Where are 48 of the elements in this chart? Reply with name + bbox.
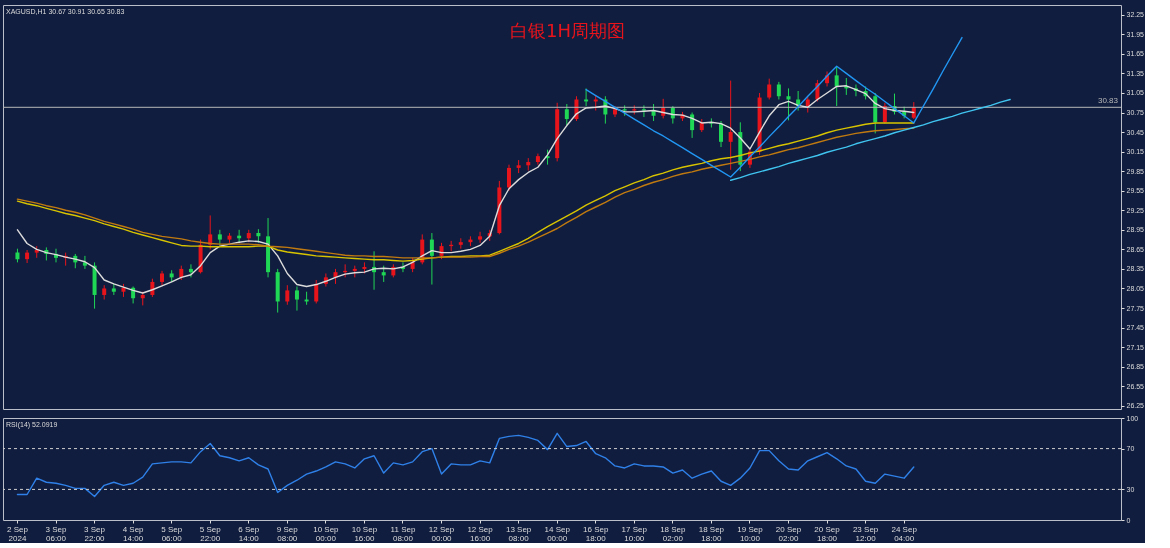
- x-tick-label: 11 Sep 08:00: [390, 524, 416, 543]
- ref-line-label: 30.83: [1097, 96, 1119, 106]
- line-series: [729, 98, 1011, 181]
- x-tick-label: 10 Sep 00:00: [313, 524, 340, 543]
- x-tick-label: 3 Sep 06:00: [45, 524, 68, 543]
- candlestick: [728, 80, 733, 171]
- x-tick-label: 20 Sep 18:00: [814, 524, 841, 543]
- x-tick-label: 4 Sep 14:00: [122, 524, 145, 543]
- candlestick: [584, 87, 589, 107]
- candlestick: [786, 87, 791, 121]
- candlestick: [217, 229, 222, 246]
- candlestick: [641, 104, 646, 118]
- x-tick-label: 12 Sep 16:00: [467, 524, 494, 543]
- x-tick-label: 13 Sep 08:00: [505, 524, 532, 543]
- x-tick-label: 14 Sep 00:00: [544, 524, 571, 543]
- x-tick-label: 18 Sep 18:00: [698, 524, 725, 543]
- candlestick: [535, 153, 540, 166]
- x-tick-label: 12 Sep 00:00: [428, 524, 455, 543]
- x-tick-label: 20 Sep 02:00: [775, 524, 802, 543]
- candlestick: [25, 249, 30, 264]
- x-tick-label: 18 Sep 02:00: [660, 524, 687, 543]
- candlestick: [690, 112, 695, 139]
- x-tick-label: 3 Sep 22:00: [84, 524, 106, 543]
- candlestick: [564, 103, 569, 127]
- candlestick: [834, 66, 839, 107]
- candlestick: [208, 214, 213, 250]
- x-tick-label: 17 Sep 10:00: [621, 524, 648, 543]
- candlestick: [285, 284, 290, 306]
- candlestick: [314, 279, 319, 304]
- x-tick-label: 10 Sep 16:00: [351, 524, 378, 543]
- x-tick-label: 19 Sep 10:00: [737, 524, 764, 543]
- line-series: [16, 432, 915, 498]
- candlestick: [188, 263, 193, 278]
- candlestick: [82, 255, 87, 270]
- candlestick: [478, 231, 483, 244]
- x-tick-label: 23 Sep 12:00: [852, 524, 879, 543]
- x-tick-label: 5 Sep 06:00: [161, 524, 183, 543]
- candlestick: [767, 78, 772, 100]
- x-tick-label: 16 Sep 18:00: [583, 524, 609, 543]
- x-tick-label: 5 Sep 22:00: [199, 524, 222, 543]
- candlestick: [719, 120, 724, 148]
- candlestick: [294, 286, 299, 312]
- x-tick-label: 24 Sep 04:00: [891, 524, 918, 543]
- x-tick-label: 6 Sep 14:00: [238, 524, 260, 543]
- x-tick-label: 2 Sep 2024: [7, 524, 29, 543]
- text: 白银1H周期图: [510, 20, 626, 41]
- candlestick: [506, 164, 511, 192]
- x-tick-label: 9 Sep 08:00: [276, 524, 299, 543]
